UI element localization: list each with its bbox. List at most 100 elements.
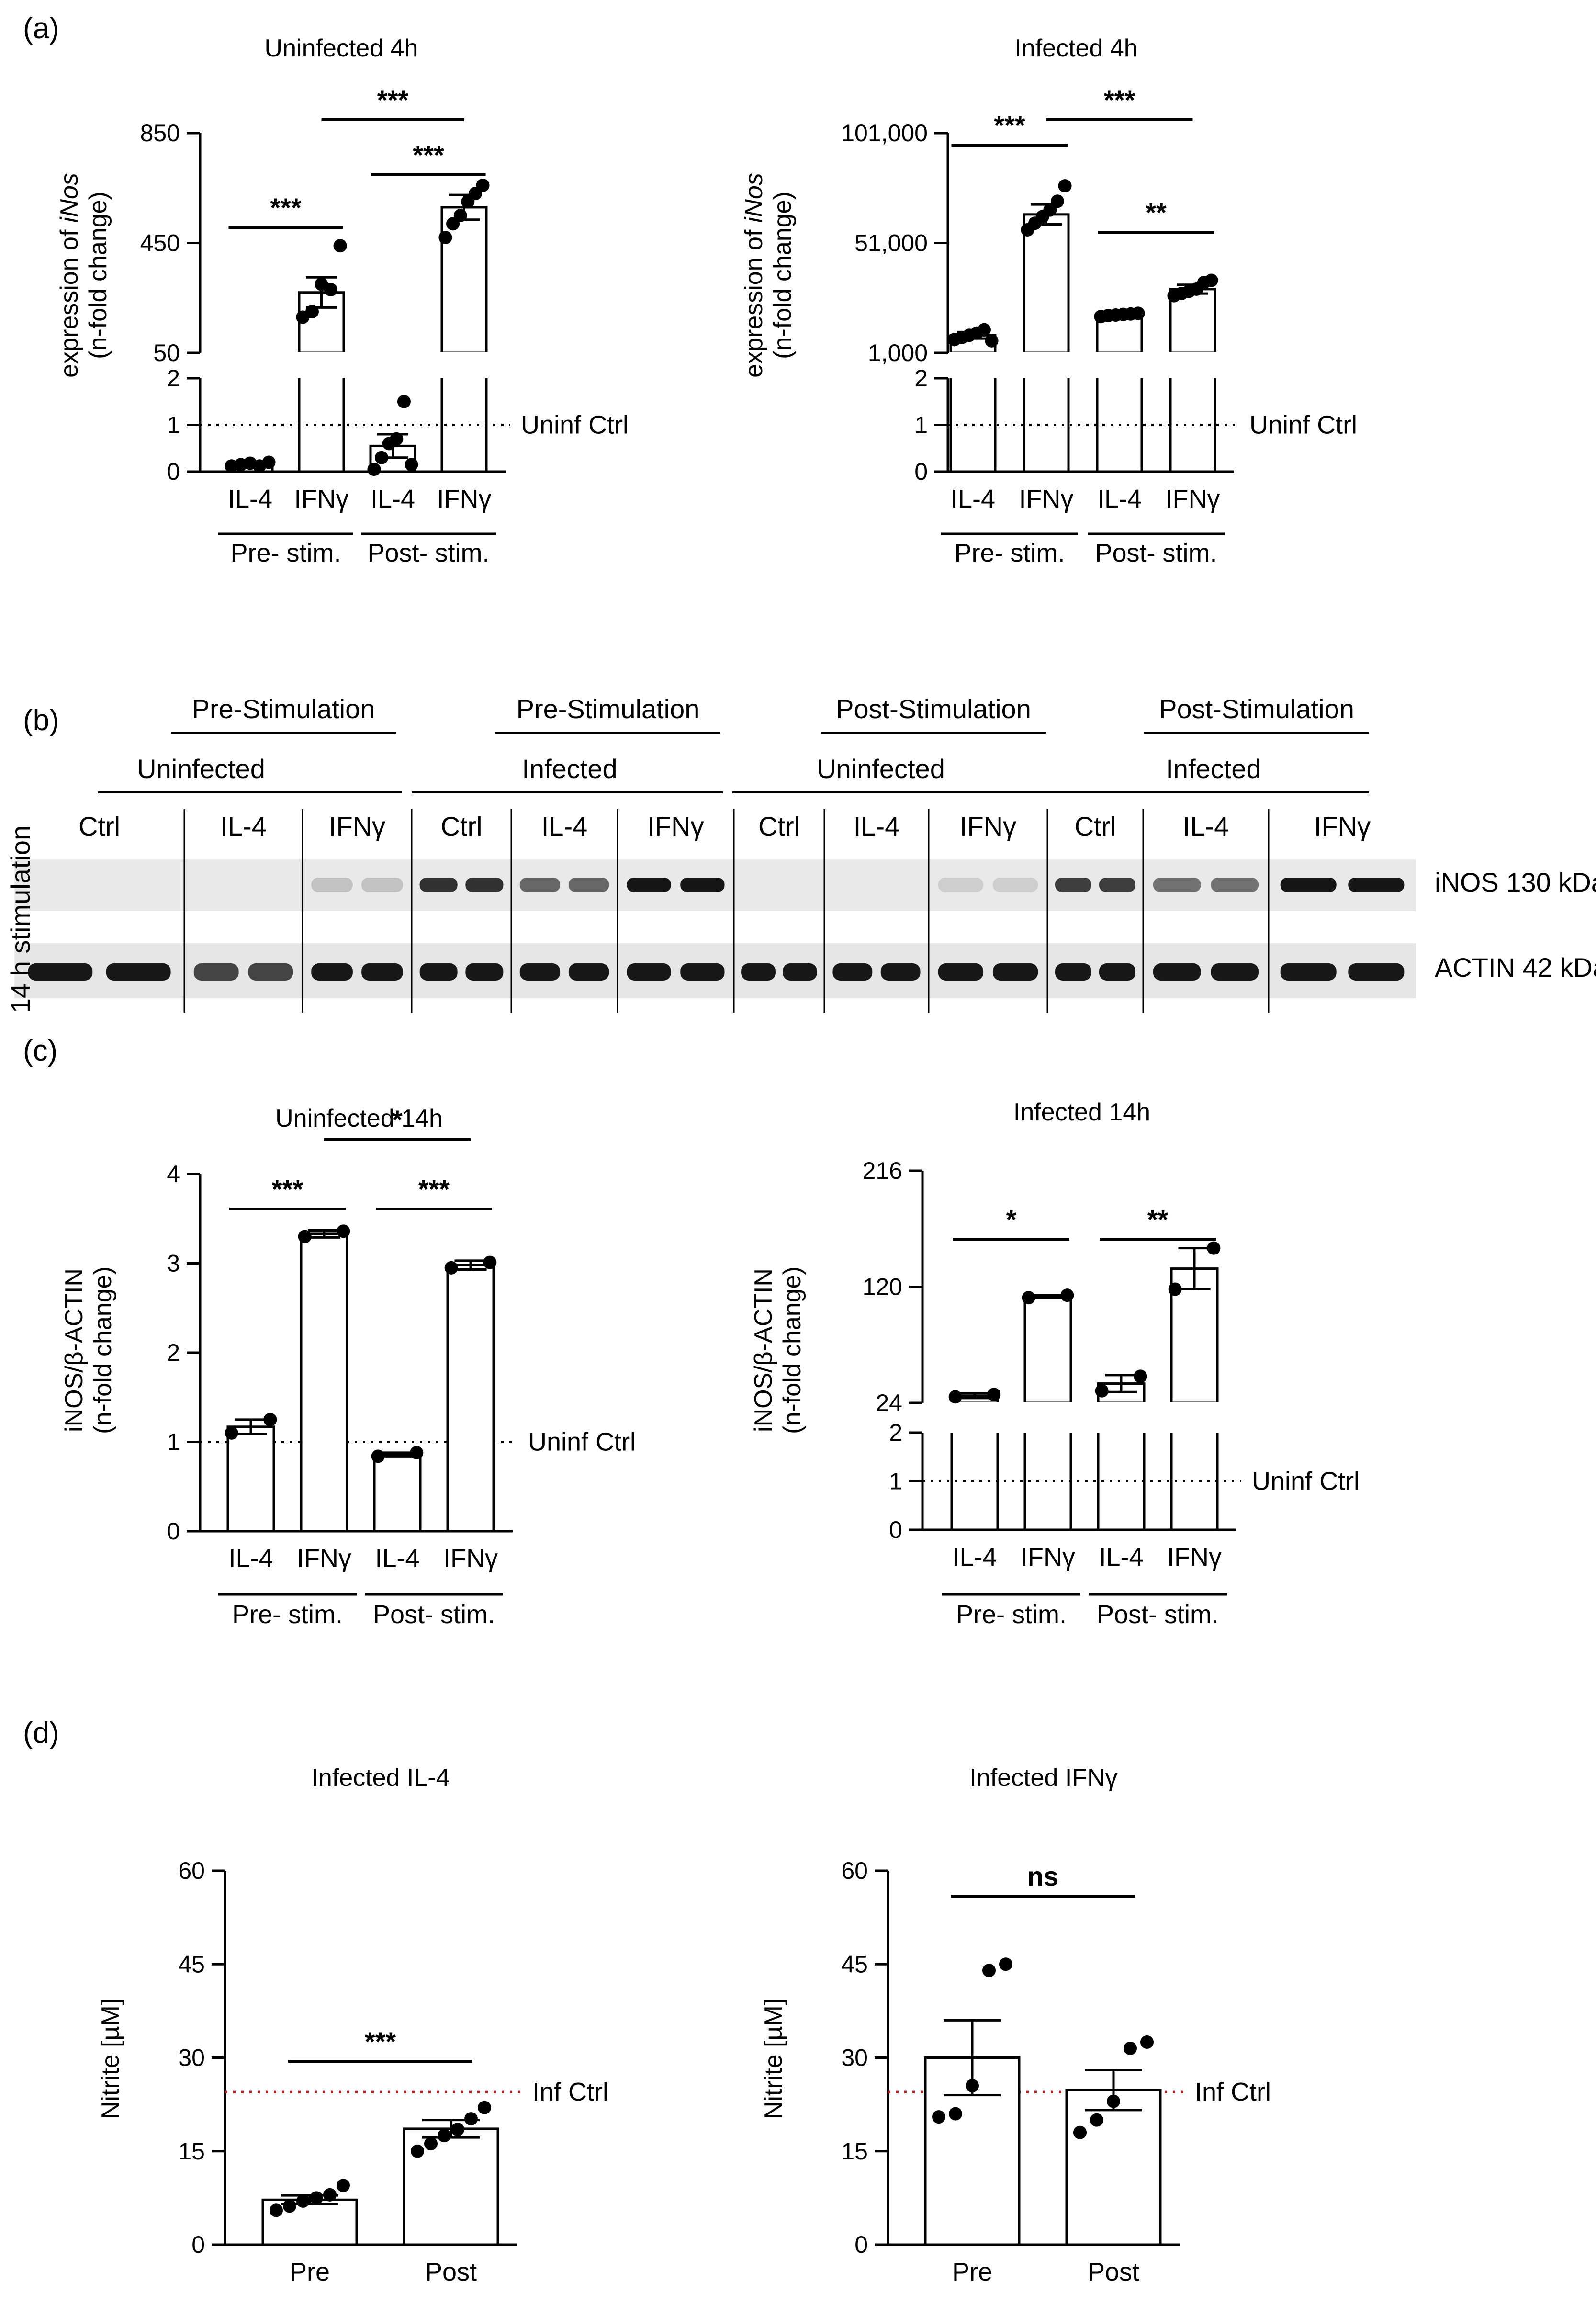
data-point <box>375 451 389 464</box>
x-tick-label: IFNγ <box>1021 1543 1075 1571</box>
chart-infected-4h: Infected 4h expression of iNos(n-fold cha… <box>740 34 1357 567</box>
data-point <box>263 1412 277 1426</box>
data-point <box>932 2110 945 2124</box>
y-axis-label-line: expression of iNos <box>56 173 83 378</box>
x-tick-label: IL-4 <box>1097 485 1142 513</box>
blot-lane-label: Ctrl <box>440 811 482 841</box>
data-point <box>1050 194 1064 208</box>
bar-break-mask <box>1169 1402 1219 1406</box>
blot-lane-label: IFNγ <box>647 811 704 841</box>
blot-stim-label: Post-Stimulation <box>836 694 1031 724</box>
panel-label-c: (c) <box>23 1034 57 1067</box>
data-point <box>438 231 452 245</box>
blot-actin-band <box>193 963 239 981</box>
x-tick-label: Pre <box>952 2258 992 2286</box>
bar-break-mask <box>950 1402 1000 1406</box>
x-tick-label: IL-4 <box>228 485 272 513</box>
y-tick-label: 2 <box>889 1419 902 1446</box>
data-point <box>949 2107 962 2121</box>
significance-label: *** <box>994 110 1025 140</box>
blot-infection-label: Infected <box>1166 754 1261 784</box>
blot-inos-band <box>1348 878 1405 892</box>
data-point <box>453 209 467 223</box>
group-label: Post- stim. <box>1095 539 1217 567</box>
blot-band-label-inos: iNOS 130 kDa <box>1435 867 1596 897</box>
data-point <box>225 1426 238 1440</box>
bar-break-mask <box>1096 1402 1146 1406</box>
y-tick-label: 1,000 <box>868 339 928 366</box>
data-point <box>451 2123 464 2136</box>
significance-label: ns <box>1027 1861 1058 1891</box>
y-tick-label: 51,000 <box>854 230 928 257</box>
blot-actin-band <box>465 963 504 981</box>
blot-actin-band <box>880 963 921 981</box>
blot-actin-band <box>248 963 293 981</box>
data-point <box>1090 2113 1103 2127</box>
y-tick-label: 1 <box>167 1429 180 1456</box>
blot-inos-band <box>938 878 984 892</box>
bar-break-mask <box>1022 352 1070 356</box>
reference-label: Uninf Ctrl <box>1252 1467 1360 1496</box>
chart-title: Infected 14h <box>1013 1098 1150 1126</box>
bar-break-mask <box>1169 352 1217 356</box>
data-point <box>305 305 319 318</box>
y-tick-label: 24 <box>876 1390 902 1416</box>
y-tick-label: 0 <box>914 458 928 485</box>
data-point <box>478 2101 491 2114</box>
data-point <box>1043 203 1057 217</box>
y-axis-label: expression of iNos(n-fold change) <box>740 173 797 378</box>
blot-inos-band <box>311 878 353 892</box>
y-tick-label: 45 <box>178 1951 205 1977</box>
significance-label: *** <box>272 1174 303 1204</box>
blot-inos-band <box>1099 878 1135 892</box>
blot-actin-band <box>1211 963 1259 981</box>
data-point <box>1207 1241 1221 1255</box>
blot-infection-label: Uninfected <box>137 754 265 784</box>
chart-title: Uninfected 4h <box>265 34 418 62</box>
y-tick-label: 0 <box>854 2231 868 2258</box>
data-point <box>999 1957 1012 1971</box>
blot-infection-label: Infected <box>522 754 617 784</box>
panel-label-d: (d) <box>23 1717 59 1750</box>
blot-inos-band <box>992 878 1038 892</box>
chart-infected-ifng-nitrite: Infected IFNγ Nitrite [µM] 0 15 30 45 60 Inf Ct… <box>760 1764 1271 2286</box>
blot-lane-label: IL-4 <box>220 811 267 841</box>
panel-label-a: (a) <box>23 12 59 45</box>
blot-actin-band <box>1055 963 1091 981</box>
data-point <box>1168 1282 1182 1296</box>
data-point <box>390 432 404 446</box>
reference-label: Inf Ctrl <box>1195 2078 1271 2106</box>
x-tick-label: IL-4 <box>951 485 995 513</box>
y-tick-label: 850 <box>140 120 180 147</box>
y-tick-label: 1 <box>167 412 180 439</box>
y-axis-label: Nitrite [µM] <box>97 1999 124 2119</box>
data-point <box>367 463 381 476</box>
data-point <box>333 239 347 253</box>
y-tick-label: 15 <box>178 2138 205 2165</box>
blot-inos-band <box>1280 878 1337 892</box>
blot-inos-band <box>568 878 609 892</box>
significance-label: * <box>392 1105 403 1135</box>
significance-label: * <box>1006 1204 1017 1234</box>
data-point <box>464 2112 478 2126</box>
y-tick-label: 450 <box>140 230 180 257</box>
bar <box>446 1264 495 1533</box>
data-point <box>1095 1384 1109 1398</box>
data-point <box>1124 2041 1137 2055</box>
y-tick-label: 4 <box>167 1161 180 1187</box>
blot-actin-band <box>680 963 725 981</box>
blot-inos-band <box>680 878 725 892</box>
x-tick-label: IFNγ <box>294 485 349 513</box>
significance-label: *** <box>377 85 409 115</box>
y-tick-label: 60 <box>841 1857 868 1884</box>
blot-lane-label: Ctrl <box>79 811 120 841</box>
x-tick-label: Post <box>1088 2258 1139 2286</box>
y-tick-label: 0 <box>191 2231 205 2258</box>
blot-lane-label: IL-4 <box>541 811 588 841</box>
bar-break-mask <box>440 352 488 356</box>
x-tick-label: IFNγ <box>297 1544 351 1573</box>
blot-actin-band <box>992 963 1038 981</box>
data-point <box>323 2188 337 2202</box>
bar <box>1065 2089 1162 2246</box>
x-tick-label: IL-4 <box>1099 1543 1143 1571</box>
